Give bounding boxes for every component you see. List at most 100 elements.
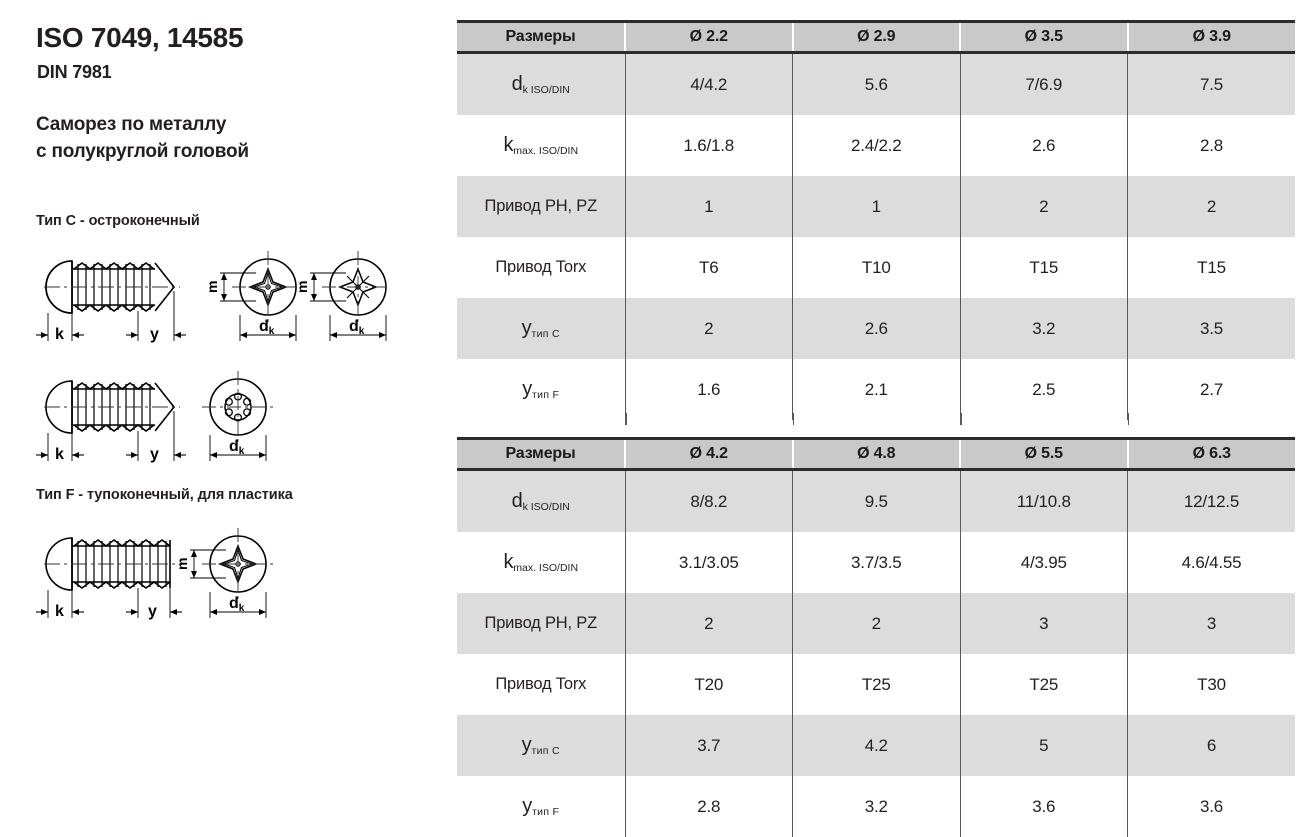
row-label-y-type-c: yтип C	[457, 298, 626, 359]
cell-value: 11/10.8	[960, 469, 1128, 532]
row-label-main: y	[522, 795, 533, 817]
row-label-main: y	[521, 734, 532, 756]
spec-table-large-diameters: Размеры Ø 4.2 Ø 4.8 Ø 5.5 Ø 6.3 dk ISO/D…	[457, 437, 1295, 837]
type-c-caption: Тип С - остроконечный	[36, 213, 200, 229]
row-label-sub: k ISO/DIN	[522, 84, 570, 96]
table-header-row: Размеры Ø 2.2 Ø 2.9 Ø 3.5 Ø 3.9	[457, 20, 1295, 54]
cell-value: T20	[625, 654, 793, 715]
table-row: yтип C 3.7 4.2 5 6	[457, 715, 1295, 776]
row-label-sub: max. ISO/DIN	[513, 145, 579, 157]
cell-value: 2.7	[1127, 359, 1295, 420]
cell-value: 3	[960, 593, 1128, 654]
row-label-sub: k ISO/DIN	[522, 501, 570, 513]
header-diameter-2: Ø 2.9	[792, 20, 961, 54]
dimension-label-y: y	[148, 603, 157, 620]
cell-value: 1	[792, 176, 961, 237]
standard-subtitle: DIN 7981	[37, 62, 112, 82]
row-label-main: Привод PH, PZ	[484, 197, 598, 215]
header-dimensions-label: Размеры	[457, 20, 626, 54]
cell-value: 3.5	[1127, 298, 1295, 359]
table-header: Размеры Ø 4.2 Ø 4.8 Ø 5.5 Ø 6.3	[457, 437, 1295, 471]
cell-value: 2.8	[1127, 115, 1295, 176]
drawing-type-c-torx: k y	[30, 363, 330, 468]
cell-value: 2.6	[960, 115, 1128, 176]
row-label-sub: тип C	[531, 328, 560, 340]
cell-value: 4/4.2	[625, 52, 793, 115]
row-label-main: k	[503, 551, 514, 573]
product-name: Саморез по металлу с полукруглой головой	[36, 112, 249, 166]
row-label-main: Привод Torx	[495, 258, 587, 276]
dimension-label-k: k	[55, 326, 64, 343]
row-label-sub: тип F	[532, 806, 560, 818]
cell-value: 3.2	[792, 776, 961, 837]
header-diameter-1: Ø 4.2	[625, 437, 794, 471]
product-name-line-1: Саморез по металлу	[36, 114, 227, 135]
cell-value: 5.6	[792, 52, 961, 115]
cell-value: 7/6.9	[960, 52, 1128, 115]
table-row: Привод Torx T20 T25 T25 T30	[457, 654, 1295, 715]
dimension-label-m: m	[294, 281, 310, 293]
row-label-main: Привод PH, PZ	[484, 614, 598, 632]
header-diameter-1: Ø 2.2	[625, 20, 794, 54]
table-row: Привод PH, PZ 2 2 3 3	[457, 593, 1295, 654]
cell-value: 2.5	[960, 359, 1128, 420]
dimension-label-m: m	[174, 558, 190, 570]
page-title: ISO 7049, 14585	[36, 22, 244, 53]
drawing-type-c-ph-pz: k y	[30, 243, 390, 348]
row-label-kmax: kmax. ISO/DIN	[457, 532, 626, 593]
dimension-label-dk: dk	[229, 438, 245, 457]
row-label-drive-ph-pz: Привод PH, PZ	[457, 593, 626, 654]
row-label-y-type-f: yтип F	[457, 776, 626, 837]
row-label-y-type-c: yтип C	[457, 715, 626, 776]
cell-value: 3.7/3.5	[792, 532, 961, 593]
dimension-label-y: y	[150, 446, 159, 463]
header-diameter-3: Ø 5.5	[960, 437, 1129, 471]
cell-value: 1	[625, 176, 793, 237]
drawing-type-f-ph: k y m	[30, 520, 330, 625]
row-label-main: Привод Torx	[495, 675, 587, 693]
dimension-label-k: k	[55, 603, 64, 620]
cell-value: T10	[792, 237, 961, 298]
dimension-label-m: m	[204, 281, 220, 293]
cell-value: 2.1	[792, 359, 961, 420]
dimension-label-dk: dk	[229, 595, 245, 614]
dimension-label-k: k	[55, 446, 64, 463]
cell-value: 12/12.5	[1127, 469, 1295, 532]
cell-value: 2.8	[625, 776, 793, 837]
row-label-dk: dk ISO/DIN	[457, 469, 626, 532]
cell-value: T6	[625, 237, 793, 298]
cell-value: T25	[792, 654, 961, 715]
table-column-rule-tails	[457, 413, 1295, 425]
cell-value: 3.6	[960, 776, 1128, 837]
cell-value: 3.2	[960, 298, 1128, 359]
row-label-main: k	[503, 134, 514, 156]
row-label-drive-ph-pz: Привод PH, PZ	[457, 176, 626, 237]
info-panel: ISO 7049, 14585 DIN 7981 Саморез по мета…	[0, 0, 455, 837]
dimension-label-y: y	[150, 326, 159, 343]
cell-value: 9.5	[792, 469, 961, 532]
row-label-sub: max. ISO/DIN	[513, 562, 579, 574]
cell-value: 2	[960, 176, 1128, 237]
cell-value: 4/3.95	[960, 532, 1128, 593]
cell-value: T15	[960, 237, 1128, 298]
cell-value: 3.6	[1127, 776, 1295, 837]
table-row: kmax. ISO/DIN 1.6/1.8 2.4/2.2 2.6 2.8	[457, 115, 1295, 176]
row-label-dk: dk ISO/DIN	[457, 52, 626, 115]
spec-table-small-diameters: Размеры Ø 2.2 Ø 2.9 Ø 3.5 Ø 3.9 dk ISO/D…	[457, 20, 1295, 420]
type-f-caption: Тип F - тупоконечный, для пластика	[36, 487, 293, 503]
table-row: Привод PH, PZ 1 1 2 2	[457, 176, 1295, 237]
cell-value: 4.2	[792, 715, 961, 776]
cell-value: 3.7	[625, 715, 793, 776]
product-name-line-2: с полукруглой головой	[36, 140, 249, 162]
cell-value: 8/8.2	[625, 469, 793, 532]
cell-value: 7.5	[1127, 52, 1295, 115]
table-row: dk ISO/DIN 8/8.2 9.5 11/10.8 12/12.5	[457, 469, 1295, 532]
cell-value: 1.6/1.8	[625, 115, 793, 176]
table-row: kmax. ISO/DIN 3.1/3.05 3.7/3.5 4/3.95 4.…	[457, 532, 1295, 593]
row-label-y-type-f: yтип F	[457, 359, 626, 420]
table-header: Размеры Ø 2.2 Ø 2.9 Ø 3.5 Ø 3.9	[457, 20, 1295, 54]
header-diameter-4: Ø 3.9	[1127, 20, 1295, 54]
table-row: yтип F 2.8 3.2 3.6 3.6	[457, 776, 1295, 837]
table-row: yтип C 2 2.6 3.2 3.5	[457, 298, 1295, 359]
cell-value: 2	[792, 593, 961, 654]
